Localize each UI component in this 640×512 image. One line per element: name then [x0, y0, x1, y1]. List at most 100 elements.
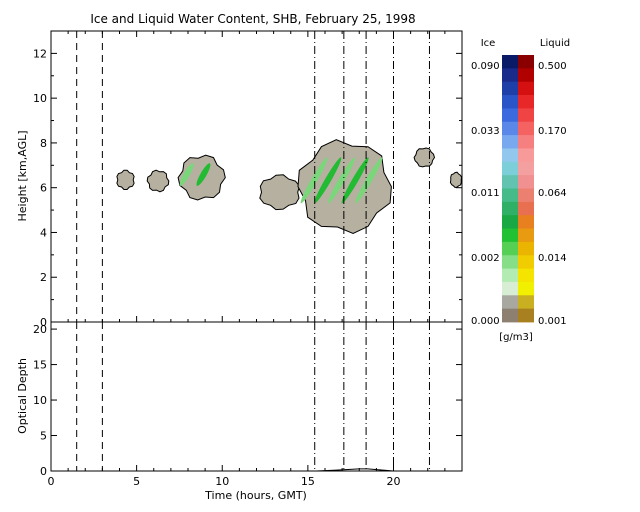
x-tick-label: 5 — [133, 475, 140, 488]
ice-color-swatch — [502, 295, 518, 310]
liquid-water-streak — [179, 163, 194, 186]
liquid-color-swatch — [518, 108, 534, 123]
liquid-color-swatch — [518, 281, 534, 296]
liquid-scale-labels: 0.500 0.170 0.064 0.014 0.001 — [538, 61, 567, 327]
y-tick-label: 4 — [40, 226, 47, 239]
liquid-color-swatch — [518, 228, 534, 243]
liquid-color-swatch — [518, 95, 534, 109]
colorbar-ice-header: Ice — [481, 38, 496, 49]
liquid-color-swatch — [518, 215, 534, 229]
liquid-scale-label: 0.170 — [538, 126, 567, 137]
ice-color-swatch — [502, 148, 518, 163]
liquid-color-swatch — [518, 255, 534, 269]
top-y-axis-label: Height [km,AGL] — [16, 130, 29, 221]
y-tick-label: 2 — [40, 271, 47, 284]
x-tick-label: 10 — [215, 475, 229, 488]
y-tick-label: 0 — [40, 316, 47, 329]
liquid-scale-label: 0.064 — [538, 188, 567, 199]
bottom-y-axis-label: Optical Depth — [16, 358, 29, 434]
ice-color-swatch — [502, 188, 518, 203]
ice-scale-label: 0.033 — [471, 126, 500, 137]
ice-color-swatch — [502, 175, 518, 189]
liquid-water-streak — [196, 163, 211, 186]
ice-color-swatch — [502, 81, 518, 96]
bottom-time-markers — [76, 322, 430, 471]
liquid-color-swatch — [518, 201, 534, 216]
x-tick-label: 15 — [301, 475, 315, 488]
ice-color-swatch — [502, 255, 518, 269]
cloud-region — [116, 169, 135, 190]
ice-color-swatch — [502, 241, 518, 256]
ice-color-swatch — [502, 201, 518, 216]
liquid-color-swatch — [518, 135, 534, 149]
chart-title: Ice and Liquid Water Content, SHB, Febru… — [90, 12, 415, 26]
liquid-color-swatch — [518, 295, 534, 310]
liquid-water-streak — [300, 157, 328, 204]
ice-color-scale — [502, 55, 518, 323]
y-tick-label: 12 — [33, 47, 47, 60]
liquid-color-swatch — [518, 188, 534, 203]
y-tick-label: 6 — [40, 182, 47, 195]
liquid-scale-label: 0.500 — [538, 61, 567, 72]
liquid-color-swatch — [518, 81, 534, 96]
ice-color-swatch — [502, 108, 518, 123]
liquid-water-streak — [327, 157, 356, 204]
liquid-water-streak — [355, 157, 383, 204]
color-bar-legend: Ice Liquid 0.090 0.033 0.011 0.002 0.000 0.5… — [471, 38, 570, 343]
ice-color-swatch — [502, 121, 518, 136]
liquid-scale-label: 0.001 — [538, 316, 567, 327]
cloud-region — [146, 169, 170, 193]
ice-scale-labels: 0.090 0.033 0.011 0.002 0.000 — [471, 61, 500, 327]
y-tick-label: 10 — [33, 394, 47, 407]
y-tick-label: 0 — [40, 465, 47, 478]
ice-color-swatch — [502, 308, 518, 323]
x-axis-label: Time (hours, GMT) — [204, 489, 307, 502]
ice-scale-label: 0.011 — [471, 188, 500, 199]
y-tick-label: 20 — [33, 323, 47, 336]
ice-color-swatch — [502, 135, 518, 149]
cloud-regions — [116, 139, 463, 235]
y-tick-label: 10 — [33, 92, 47, 105]
cloud-region — [449, 171, 463, 189]
liquid-color-swatch — [518, 175, 534, 189]
bottom-y-ticks: 0 5 10 15 20 — [33, 323, 462, 478]
cloud-region — [259, 174, 301, 211]
x-tick-label: 20 — [387, 475, 401, 488]
liquid-color-scale — [518, 55, 534, 323]
ice-color-swatch — [502, 68, 518, 83]
x-tick-label: 0 — [48, 475, 55, 488]
y-tick-label: 8 — [40, 137, 47, 150]
ice-color-swatch — [502, 228, 518, 243]
cloud-region — [297, 139, 392, 235]
liquid-water-streak — [314, 157, 342, 204]
colorbar-units: [g/m3] — [499, 332, 533, 343]
liquid-color-swatch — [518, 68, 534, 83]
liquid-color-swatch — [518, 308, 534, 323]
top-y-ticks: 0 2 4 6 8 10 12 — [33, 47, 462, 329]
liquid-color-swatch — [518, 121, 534, 136]
ice-scale-label: 0.000 — [471, 316, 500, 327]
top-time-markers — [76, 31, 430, 322]
bottom-x-ticks: 0 5 10 15 20 — [48, 465, 463, 488]
colorbar-liquid-header: Liquid — [540, 38, 570, 49]
liquid-color-swatch — [518, 148, 534, 163]
y-tick-label: 5 — [40, 430, 47, 443]
liquid-color-swatch — [518, 55, 534, 69]
ice-color-swatch — [502, 281, 518, 296]
optical-depth-panel: 0 5 10 15 20 0 5 10 15 20 Optical Depth Time (ho… — [16, 321, 463, 502]
liquid-color-swatch — [518, 241, 534, 256]
ice-scale-label: 0.090 — [471, 61, 500, 72]
ice-color-swatch — [502, 215, 518, 229]
liquid-scale-label: 0.014 — [538, 253, 567, 264]
ice-color-swatch — [502, 95, 518, 109]
ice-color-swatch — [502, 268, 518, 283]
liquid-color-swatch — [518, 268, 534, 283]
ice-color-swatch — [502, 161, 518, 176]
ice-color-swatch — [502, 55, 518, 69]
liquid-water-streak — [341, 157, 369, 204]
liquid-color-swatch — [518, 161, 534, 176]
ice-scale-label: 0.002 — [471, 253, 500, 264]
water-content-panel: 0 2 4 6 8 10 12 Height [km,AGL] — [16, 30, 463, 329]
y-tick-label: 15 — [33, 359, 47, 372]
